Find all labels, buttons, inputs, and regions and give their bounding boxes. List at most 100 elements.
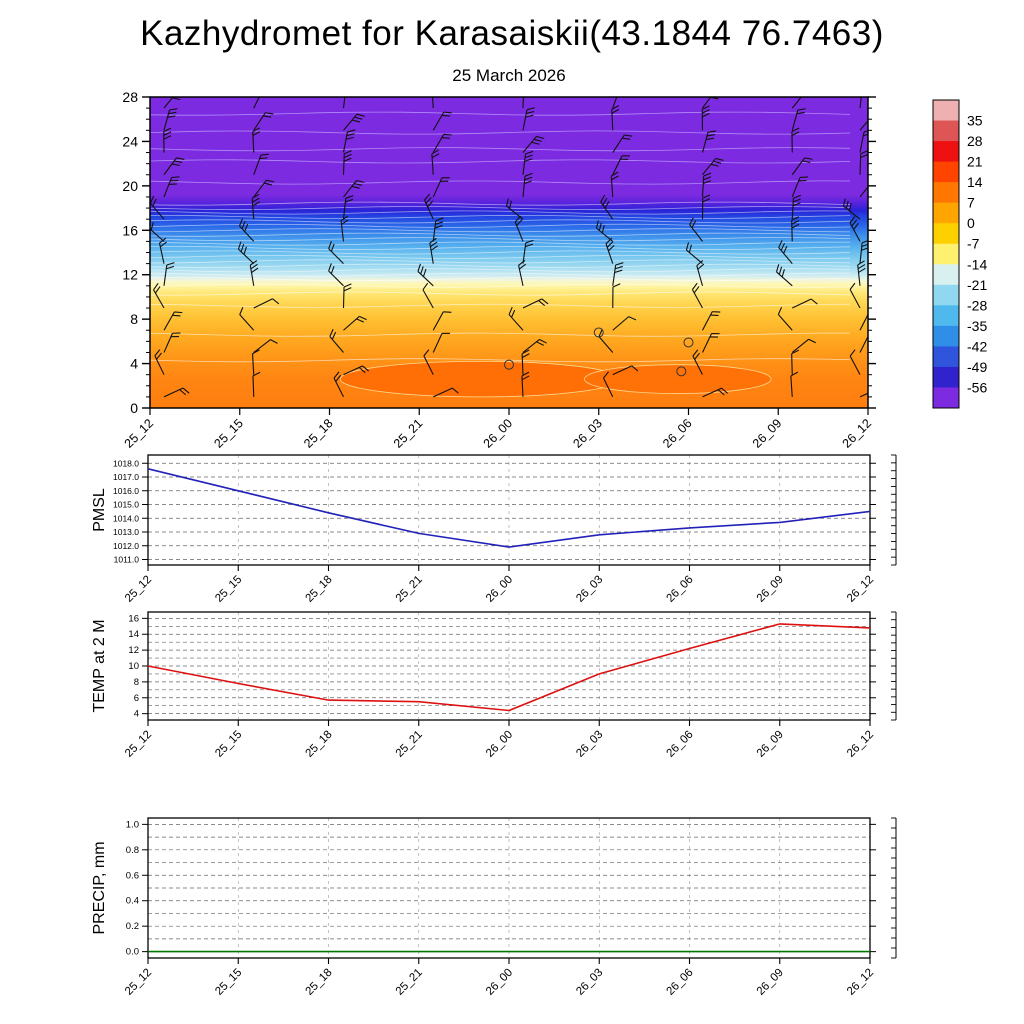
wind-barb-feather (713, 160, 722, 164)
wind-barb-feather (441, 114, 450, 117)
wind-barb-feather (422, 282, 429, 291)
wind-barb-staff (342, 287, 345, 309)
wind-barb-feather (688, 244, 692, 253)
wind-barb-feather (341, 219, 349, 225)
wind-barb-feather (443, 133, 452, 136)
wind-barb-feather (176, 157, 185, 160)
wind-barb-feather (715, 157, 724, 161)
y-tick-label: 10 (128, 661, 139, 672)
wind-barb-feather (883, 221, 890, 224)
wind-barb-staff (253, 97, 260, 109)
x-tick-label: 26_03 (574, 967, 605, 998)
wind-barb-feather (705, 137, 715, 141)
wind-barb-feather (606, 241, 614, 248)
wind-barb-feather (697, 263, 705, 270)
wind-barb-feather (346, 89, 354, 91)
y-tick-label: 12 (128, 645, 139, 656)
wind-barb-feather (328, 263, 332, 272)
x-tick-label: 25_12 (123, 729, 154, 760)
wind-barb-feather (171, 176, 180, 178)
wind-barb-feather (611, 175, 619, 181)
contour-line (150, 223, 851, 228)
temperature-field (150, 88, 907, 408)
y-tick-label: 6 (134, 693, 139, 704)
colorbar-tick-label: 14 (967, 174, 983, 190)
contour-line (150, 232, 851, 237)
y-tick-label: 1013.0 (113, 527, 139, 537)
wind-barb-staff (603, 377, 614, 398)
wind-barb-feather (796, 111, 805, 115)
colorbar-segment (933, 141, 959, 163)
y-axis-title: TEMP at 2 M (91, 619, 108, 712)
x-tick-label: 26_00 (484, 729, 515, 760)
wind-barb-staff (873, 378, 882, 397)
contour-line (150, 291, 851, 296)
y-tick-label: 4 (130, 356, 138, 372)
wind-barb-feather (603, 371, 609, 379)
wind-barb-feather (881, 128, 888, 132)
x-tick-label: 26_03 (570, 416, 605, 451)
calm-wind-circle (504, 359, 514, 370)
wind-barb-staff (790, 375, 793, 397)
wind-barb-feather (330, 265, 335, 274)
x-tick-label: 26_12 (840, 416, 875, 451)
wind-barb-feather (521, 371, 530, 377)
wind-barb-feather (694, 352, 700, 360)
wind-barb-feather (778, 240, 783, 248)
wind-barb-feather (420, 266, 424, 275)
wind-barb-feather (179, 389, 187, 396)
y-tick-label: 1015.0 (113, 500, 139, 510)
wind-barb-feather (863, 133, 868, 137)
panel-pmsl: 1011.0 1012.0 1013.0 1014.0 1015.0 1016.0 1017… (91, 454, 897, 605)
wind-barb-feather (344, 150, 352, 155)
wind-barb-feather (860, 150, 868, 155)
wind-barb-feather (343, 157, 352, 162)
wind-barb-feather (167, 115, 176, 118)
wind-barb-feather (715, 91, 723, 93)
y-tick-label: 0.8 (126, 845, 139, 856)
wind-barb-feather (791, 220, 800, 225)
wind-barb-feather (861, 243, 868, 247)
y-tick-label: 1017.0 (113, 472, 139, 482)
wind-barb-feather (778, 266, 783, 275)
wind-barb-feather (239, 307, 244, 315)
wind-barb-feather (177, 92, 185, 94)
y-tick-label: 1018.0 (113, 458, 139, 468)
contour-line (150, 250, 851, 255)
wind-barb-feather (525, 239, 534, 244)
wind-barb-feather (430, 241, 438, 248)
wind-barb-feather (423, 349, 430, 357)
wind-barb-feather (881, 132, 888, 136)
y-tick-label: 0 (130, 400, 138, 416)
wind-barb-feather (611, 108, 620, 114)
wind-barb-feather (631, 365, 639, 372)
wind-barb-feather (172, 97, 181, 101)
wind-barb-feather (536, 341, 544, 346)
wind-barb-feather (163, 131, 172, 136)
wind-barb-feather (615, 262, 624, 266)
wind-barb-staff (239, 314, 255, 331)
wind-barb-feather (343, 287, 352, 292)
contour-line (150, 272, 851, 277)
wind-barb-feather (611, 105, 620, 110)
wind-barb-feather (435, 221, 444, 225)
y-tick-label: 1016.0 (113, 486, 139, 496)
wind-barb-feather (713, 94, 721, 96)
wind-barb-feather (857, 260, 865, 266)
wind-barb-feather (870, 266, 873, 273)
wind-barb-feather (721, 387, 729, 394)
contour-line (150, 358, 851, 363)
wind-barb-feather (533, 138, 542, 142)
y-axis-title: PRECIP, mm (91, 841, 108, 934)
y-tick-label: 24 (122, 133, 138, 149)
wind-barb-feather (169, 108, 178, 111)
wind-barb-feather (808, 338, 817, 344)
wind-barb-feather (524, 88, 531, 91)
wind-barb-feather (901, 366, 907, 371)
x-tick-label: 26_09 (755, 967, 786, 998)
colorbar-segment (933, 223, 959, 245)
wind-barb-feather (793, 194, 802, 199)
wind-barb-feather (150, 195, 155, 204)
y-tick-label: 0.4 (126, 896, 139, 907)
wind-barb-feather (871, 183, 879, 185)
